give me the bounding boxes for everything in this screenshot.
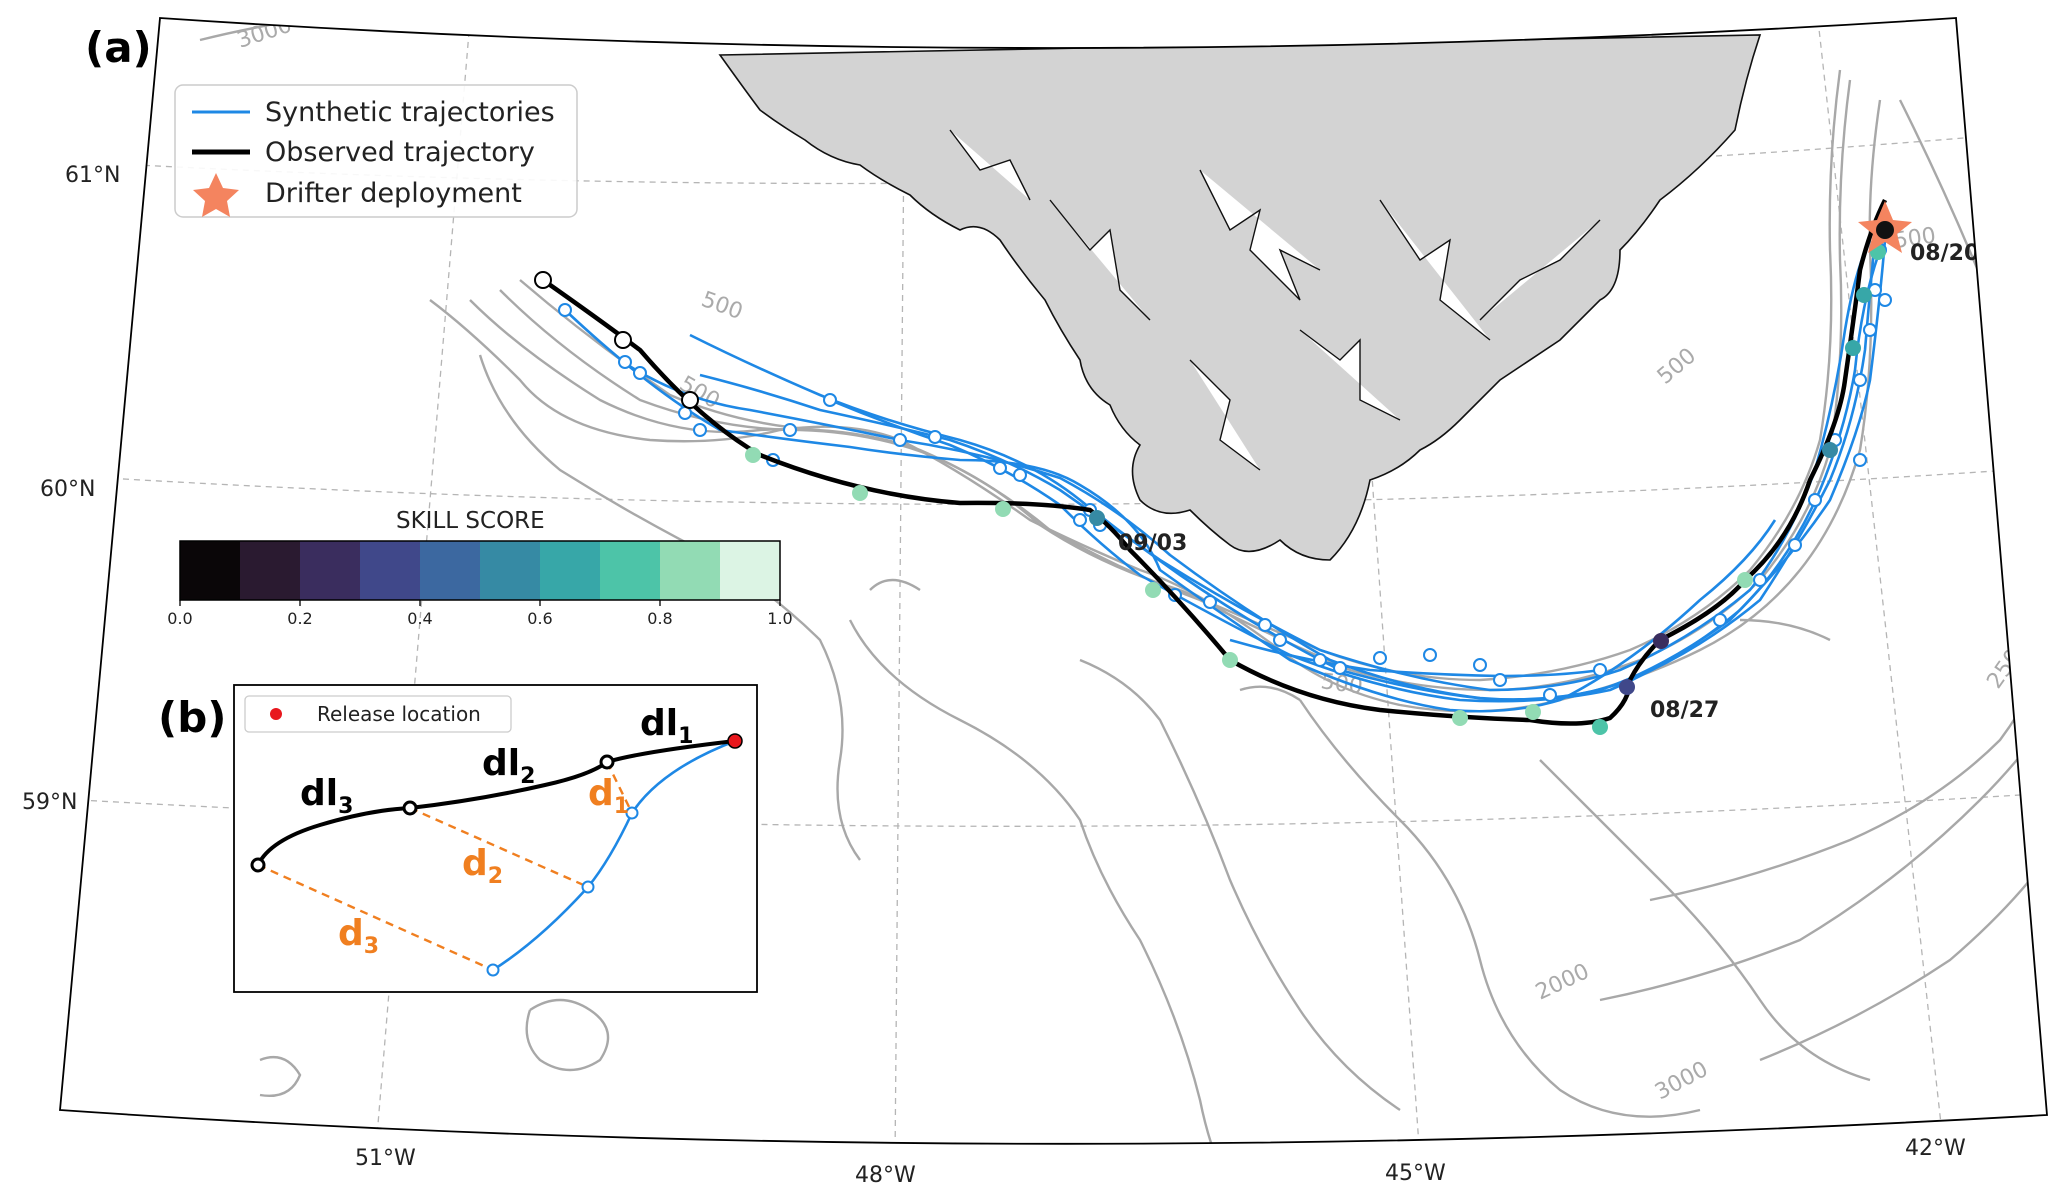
d2-label: d2 — [462, 843, 503, 889]
colorbar-title: SKILL SCORE — [396, 508, 545, 534]
dl1-label: dl1 — [640, 703, 693, 749]
legend-deployment-label: Drifter deployment — [265, 178, 522, 209]
release-location-marker — [727, 733, 743, 749]
panel-label-a: (a) — [85, 23, 152, 72]
axis-labels: 61°N 60°N 59°N 51°W 48°W 45°W 42°W — [22, 163, 1966, 1188]
date-labels: 08/20 08/27 09/03 — [1118, 241, 1979, 723]
colorbar-cell — [480, 541, 541, 600]
drifter-deployment-marker — [1858, 201, 1912, 253]
dl3-label: dl3 — [300, 773, 353, 819]
colorbar-cell — [300, 541, 361, 600]
colorbar-ticks: 0.0 0.2 0.4 0.6 0.8 1.0 — [167, 600, 793, 628]
colorbar-cells — [180, 541, 781, 600]
synthetic-markers — [558, 243, 1892, 702]
legend-star-icon — [193, 173, 239, 217]
date-label: 08/20 — [1910, 241, 1979, 266]
colorbar-tick-label: 0.0 — [167, 609, 192, 628]
observed-trajectory — [534, 198, 1888, 726]
colorbar-cell — [540, 541, 601, 600]
panel-label-b: (b) — [158, 693, 226, 742]
date-label: 09/03 — [1118, 531, 1187, 556]
lon-tick-label: 48°W — [855, 1163, 916, 1188]
d1-label: d1 — [588, 773, 629, 819]
contour-label: 2000 — [1532, 959, 1593, 1005]
colorbar: SKILL SCORE 0.0 0.2 0.4 0.6 0.8 1.0 — [167, 508, 792, 628]
colorbar-tick-label: 0.2 — [287, 609, 312, 628]
dl2-label: dl2 — [482, 743, 535, 789]
inset-panel: Release location dl1 dl2 dl3 d1 d2 d3 — [233, 684, 758, 993]
colorbar-tick-label: 0.4 — [407, 609, 432, 628]
date-label: 08/27 — [1650, 698, 1719, 723]
colorbar-cell — [180, 541, 241, 600]
contour-label: 500 — [698, 287, 746, 325]
legend-observed-label: Observed trajectory — [265, 137, 535, 168]
colorbar-cell — [360, 541, 421, 600]
contour-label: 500 — [1653, 343, 1701, 389]
release-legend-icon — [270, 708, 282, 720]
lon-tick-label: 51°W — [355, 1146, 416, 1171]
colorbar-cell — [720, 541, 781, 600]
legend-synthetic-label: Synthetic trajectories — [265, 97, 555, 128]
d3-label: d3 — [338, 913, 379, 959]
legend: Synthetic trajectories Observed trajecto… — [174, 84, 578, 218]
colorbar-tick-label: 0.8 — [647, 609, 672, 628]
lat-tick-label: 61°N — [65, 163, 120, 188]
contour-label: 3000 — [234, 13, 295, 54]
contour-label: 3000 — [1651, 1057, 1712, 1105]
colorbar-tick-label: 1.0 — [767, 609, 792, 628]
lon-tick-label: 42°W — [1905, 1136, 1966, 1161]
colorbar-tick-label: 0.6 — [527, 609, 552, 628]
map-frame — [59, 17, 2048, 1145]
colorbar-cell — [240, 541, 301, 600]
colorbar-cell — [660, 541, 721, 600]
greenland-landmass — [718, 34, 1762, 561]
lat-tick-label: 59°N — [22, 790, 77, 815]
skill-score-markers — [745, 244, 1886, 735]
colorbar-cell — [420, 541, 481, 600]
inset-legend-label: Release location — [317, 702, 481, 726]
lon-tick-label: 45°W — [1385, 1161, 1446, 1186]
colorbar-cell — [600, 541, 661, 600]
lat-tick-label: 60°N — [40, 477, 95, 502]
